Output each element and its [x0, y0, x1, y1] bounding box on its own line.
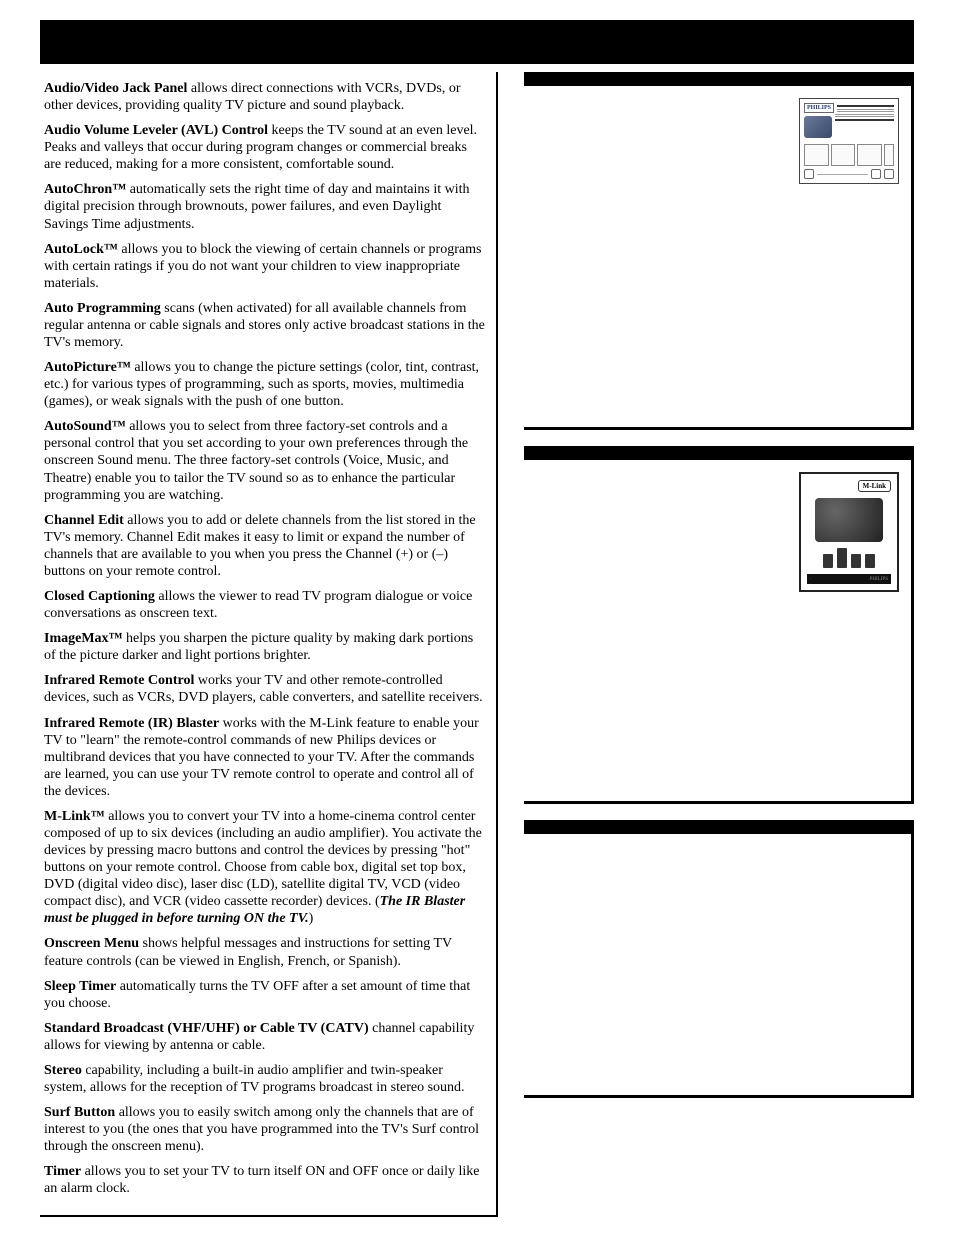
philips-logo: PHILIPS	[870, 577, 888, 582]
feature-paragraph: AutoChron™ automatically sets the right …	[44, 181, 486, 232]
feature-paragraph: Stereo capability, including a built-in …	[44, 1062, 486, 1096]
feature-paragraph: Sleep Timer automatically turns the TV O…	[44, 978, 486, 1012]
speaker-row	[823, 548, 875, 568]
sidebox-body	[524, 834, 914, 1098]
feature-term: AutoLock™	[44, 242, 118, 257]
speaker-icon	[851, 554, 861, 568]
feature-paragraph: Closed Captioning allows the viewer to r…	[44, 588, 486, 622]
feature-term: Surf Button	[44, 1105, 115, 1120]
sidebox-quick-setup: PHILIPS	[524, 72, 914, 430]
feature-glossary-column: Audio/Video Jack Panel allows direct con…	[40, 72, 498, 1217]
feature-paragraph: AutoSound™ allows you to select from thr…	[44, 418, 486, 503]
feature-paragraph: Channel Edit allows you to add or delete…	[44, 512, 486, 580]
feature-term: Closed Captioning	[44, 589, 155, 604]
sidebox-body: M-Link · PHILIPS	[524, 460, 914, 804]
feature-paragraph: Infrared Remote Control works your TV an…	[44, 672, 486, 706]
decor-text: ·	[810, 577, 812, 582]
feature-term: AutoChron™	[44, 182, 126, 197]
feature-paragraph: Onscreen Menu shows helpful messages and…	[44, 935, 486, 969]
feature-term: Onscreen Menu	[44, 936, 139, 951]
mlink-footer-bar: · PHILIPS	[807, 574, 891, 584]
feature-paragraph: Audio/Video Jack Panel allows direct con…	[44, 80, 486, 114]
quick-setup-card-graphic: PHILIPS	[799, 98, 899, 415]
decor-line	[837, 105, 894, 107]
right-sidebar-column: PHILIPS	[524, 72, 914, 1098]
feature-term: AutoSound™	[44, 419, 126, 434]
qsg-item	[804, 169, 814, 179]
qsg-row	[804, 144, 894, 166]
sidebox-mlink: M-Link · PHILIPS	[524, 446, 914, 804]
section-banner	[40, 20, 914, 64]
feature-term: Infrared Remote Control	[44, 673, 194, 688]
decor-line	[835, 119, 894, 121]
feature-term: Audio Volume Leveler (AVL) Control	[44, 123, 268, 138]
decor-line	[837, 111, 894, 112]
sidebox-header	[524, 72, 914, 86]
feature-paragraph: Infrared Remote (IR) Blaster works with …	[44, 715, 486, 800]
philips-logo: PHILIPS	[804, 103, 834, 113]
feature-paragraph: AutoLock™ allows you to block the viewin…	[44, 241, 486, 292]
sidebox-extra	[524, 820, 914, 1098]
feature-term: Infrared Remote (IR) Blaster	[44, 716, 219, 731]
feature-paragraph: Audio Volume Leveler (AVL) Control keeps…	[44, 122, 486, 173]
feature-term: Stereo	[44, 1063, 82, 1078]
decor-line	[835, 116, 894, 117]
feature-term: AutoPicture™	[44, 360, 131, 375]
feature-term: ImageMax™	[44, 631, 123, 646]
sidebox-text	[536, 472, 787, 789]
mlink-card-graphic: M-Link · PHILIPS	[799, 472, 899, 789]
speaker-icon	[837, 548, 847, 568]
decor-line	[837, 109, 894, 110]
feature-term: Channel Edit	[44, 513, 124, 528]
qsg-cell	[857, 144, 882, 166]
qsg-item	[871, 169, 881, 179]
sidebox-text	[536, 846, 899, 1083]
sidebox-text	[536, 98, 787, 415]
feature-term: Standard Broadcast (VHF/UHF) or Cable TV…	[44, 1021, 369, 1036]
mlink-badge: M-Link	[858, 480, 891, 492]
qsg-sketch-row	[804, 169, 894, 179]
feature-paragraph: ImageMax™ helps you sharpen the picture …	[44, 630, 486, 664]
feature-note-close: )	[309, 911, 314, 926]
feature-paragraph: Auto Programming scans (when activated) …	[44, 300, 486, 351]
feature-paragraph: Standard Broadcast (VHF/UHF) or Cable TV…	[44, 1020, 486, 1054]
decor-line	[817, 174, 868, 175]
feature-term: M-Link™	[44, 809, 105, 824]
mlink-card: M-Link · PHILIPS	[799, 472, 899, 592]
tv-icon	[804, 116, 832, 138]
feature-term: Timer	[44, 1164, 81, 1179]
sidebox-header	[524, 446, 914, 460]
qsg-cell	[831, 144, 856, 166]
feature-term: Sleep Timer	[44, 979, 116, 994]
feature-term: Audio/Video Jack Panel	[44, 81, 187, 96]
qsg-item	[884, 169, 894, 179]
speaker-icon	[865, 554, 875, 568]
qsg-cell	[804, 144, 829, 166]
tv-screen-graphic	[815, 498, 883, 542]
feature-paragraph: M-Link™ allows you to convert your TV in…	[44, 808, 486, 928]
two-column-layout: Audio/Video Jack Panel allows direct con…	[40, 72, 914, 1217]
feature-term: Auto Programming	[44, 301, 161, 316]
feature-paragraph: Surf Button allows you to easily switch …	[44, 1104, 486, 1155]
speaker-icon	[823, 554, 833, 568]
decor-line	[835, 114, 894, 115]
feature-description: allows you to set your TV to turn itself…	[44, 1164, 480, 1196]
feature-description: capability, including a built-in audio a…	[44, 1063, 465, 1095]
sidebox-header	[524, 820, 914, 834]
sidebox-body: PHILIPS	[524, 86, 914, 430]
qsg-cell	[884, 144, 894, 166]
feature-paragraph: Timer allows you to set your TV to turn …	[44, 1163, 486, 1197]
qsg-card: PHILIPS	[799, 98, 899, 184]
feature-paragraph: AutoPicture™ allows you to change the pi…	[44, 359, 486, 410]
